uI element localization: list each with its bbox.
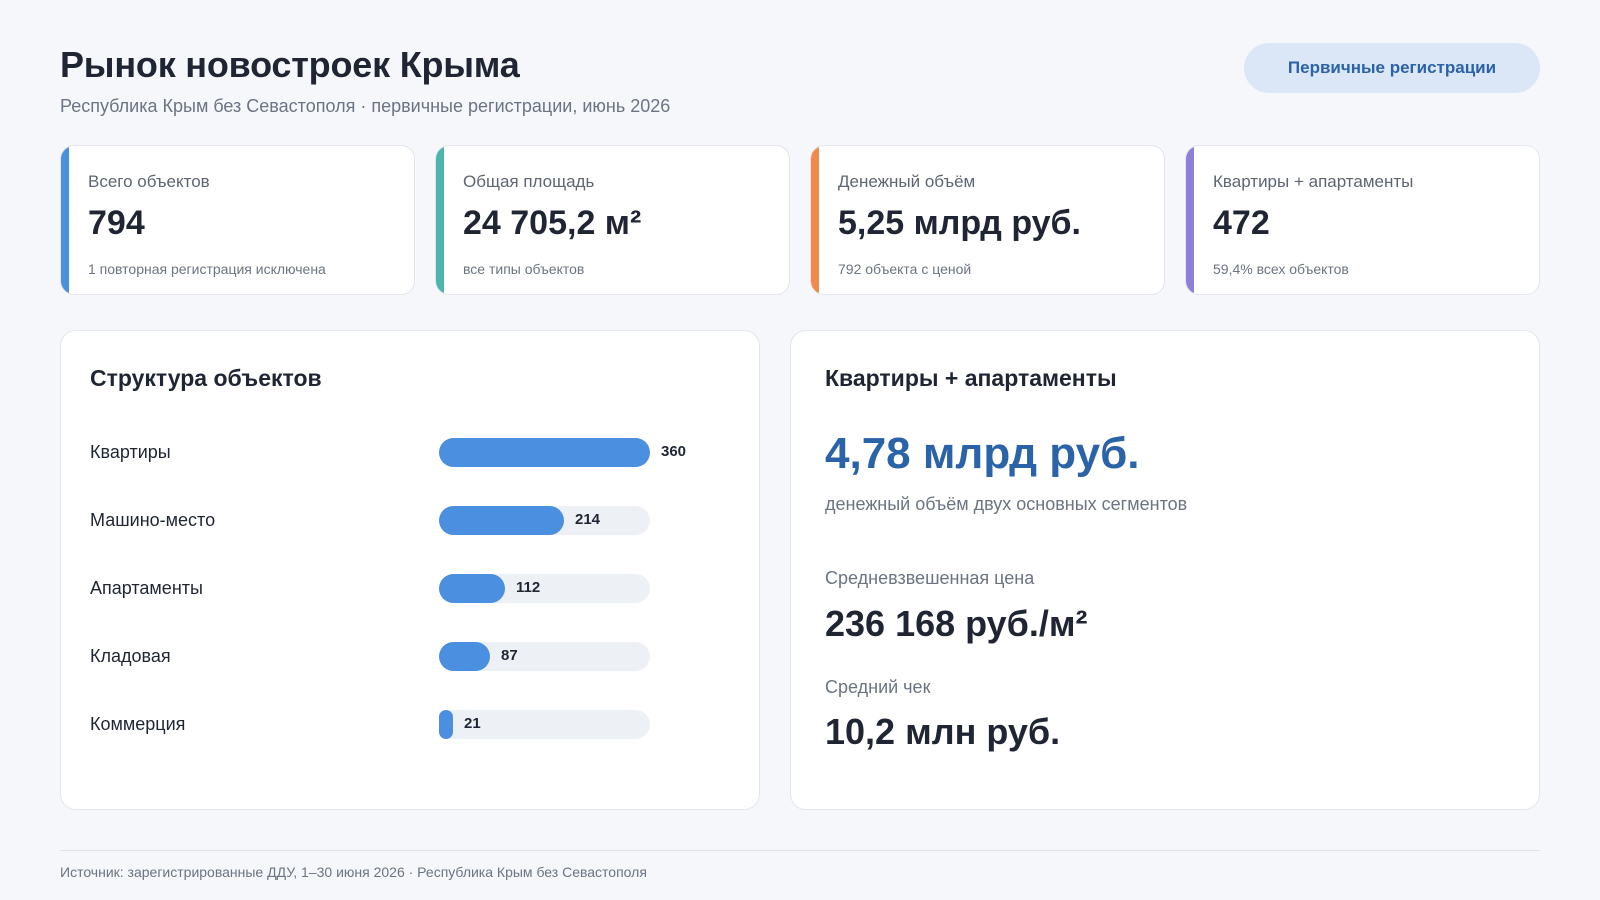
structure-bar-fill [439, 710, 453, 739]
structure-row-value: 360 [661, 443, 687, 460]
kpi-label: Всего объектов [88, 172, 210, 191]
structure-row-label: Коммерция [90, 714, 186, 734]
structure-row-label: Машино-место [90, 510, 216, 530]
kpi-accent-bar [811, 146, 819, 294]
kpi-card-total-objects: Всего объектов 794 1 повторная регистрац… [60, 145, 415, 295]
avg-price-label: Средневзвешенная цена [825, 568, 1035, 588]
kpi-card-flats-apartments: Квартиры + апартаменты 472 59,4% всех об… [1185, 145, 1540, 295]
kpi-accent-bar [61, 146, 69, 294]
avg-check-value: 10,2 млн руб. [825, 711, 1061, 752]
structure-bar-fill [439, 574, 505, 603]
kpi-value: 24 705,2 м² [463, 204, 642, 242]
kpi-label: Квартиры + апартаменты [1213, 172, 1414, 191]
footer-source: Источник: зарегистрированные ДДУ, 1–30 и… [60, 864, 647, 880]
kpi-label: Общая площадь [463, 172, 595, 191]
structure-bar-track [439, 506, 650, 535]
kpi-label: Денежный объём [838, 172, 976, 191]
kpi-note: 1 повторная регистрация исключена [88, 261, 326, 277]
structure-row-parking: Машино-место 214 [90, 504, 730, 536]
kpi-accent-bar [436, 146, 444, 294]
structure-bar-track [439, 438, 650, 467]
avg-price-value: 236 168 руб./м² [825, 603, 1088, 644]
structure-bar-track [439, 642, 650, 671]
structure-bar-fill [439, 506, 564, 535]
page-header: Рынок новостроек Крыма Республика Крым б… [60, 43, 1540, 124]
page-subtitle: Республика Крым без Севастополя · первич… [60, 96, 671, 116]
structure-bar-track [439, 710, 650, 739]
segments-panel: Квартиры + апартаменты 4,78 млрд руб. де… [790, 330, 1540, 810]
footer-divider [60, 850, 1540, 851]
structure-bar-fill [439, 438, 650, 467]
kpi-card-total-area: Общая площадь 24 705,2 м² все типы объек… [435, 145, 790, 295]
structure-row-apartments: Апартаменты 112 [90, 572, 730, 604]
structure-row-value: 87 [501, 647, 518, 664]
structure-row-label: Кладовая [90, 646, 171, 666]
kpi-note: 792 объекта с ценой [838, 261, 972, 277]
kpi-value: 794 [88, 204, 145, 242]
segments-money-volume-note: денежный объём двух основных сегментов [825, 494, 1188, 514]
segments-money-volume: 4,78 млрд руб. [825, 429, 1140, 478]
kpi-cards: Всего объектов 794 1 повторная регистрац… [60, 145, 1540, 295]
structure-title: Структура объектов [90, 365, 322, 391]
kpi-value: 5,25 млрд руб. [838, 204, 1081, 242]
kpi-note: все типы объектов [463, 261, 585, 277]
segments-title: Квартиры + апартаменты [825, 365, 1117, 391]
kpi-value: 472 [1213, 204, 1270, 242]
kpi-card-money-volume: Денежный объём 5,25 млрд руб. 792 объект… [810, 145, 1165, 295]
avg-check-label: Средний чек [825, 677, 931, 697]
structure-panel: Структура объектов Квартиры 360 Машино-м… [60, 330, 760, 810]
kpi-note: 59,4% всех объектов [1213, 261, 1349, 277]
structure-row-commercial: Коммерция 21 [90, 708, 730, 740]
structure-bar-track [439, 574, 650, 603]
structure-row-flats: Квартиры 360 [90, 436, 730, 468]
page-title: Рынок новостроек Крыма [60, 44, 520, 85]
structure-bar-fill [439, 642, 490, 671]
structure-row-storage: Кладовая 87 [90, 640, 730, 672]
structure-row-label: Квартиры [90, 442, 171, 462]
primary-registrations-button[interactable]: Первичные регистрации [1244, 43, 1540, 93]
structure-row-value: 112 [516, 579, 541, 596]
structure-row-value: 214 [575, 511, 601, 528]
structure-row-label: Апартаменты [90, 578, 203, 598]
structure-row-value: 21 [464, 715, 481, 732]
kpi-accent-bar [1186, 146, 1194, 294]
